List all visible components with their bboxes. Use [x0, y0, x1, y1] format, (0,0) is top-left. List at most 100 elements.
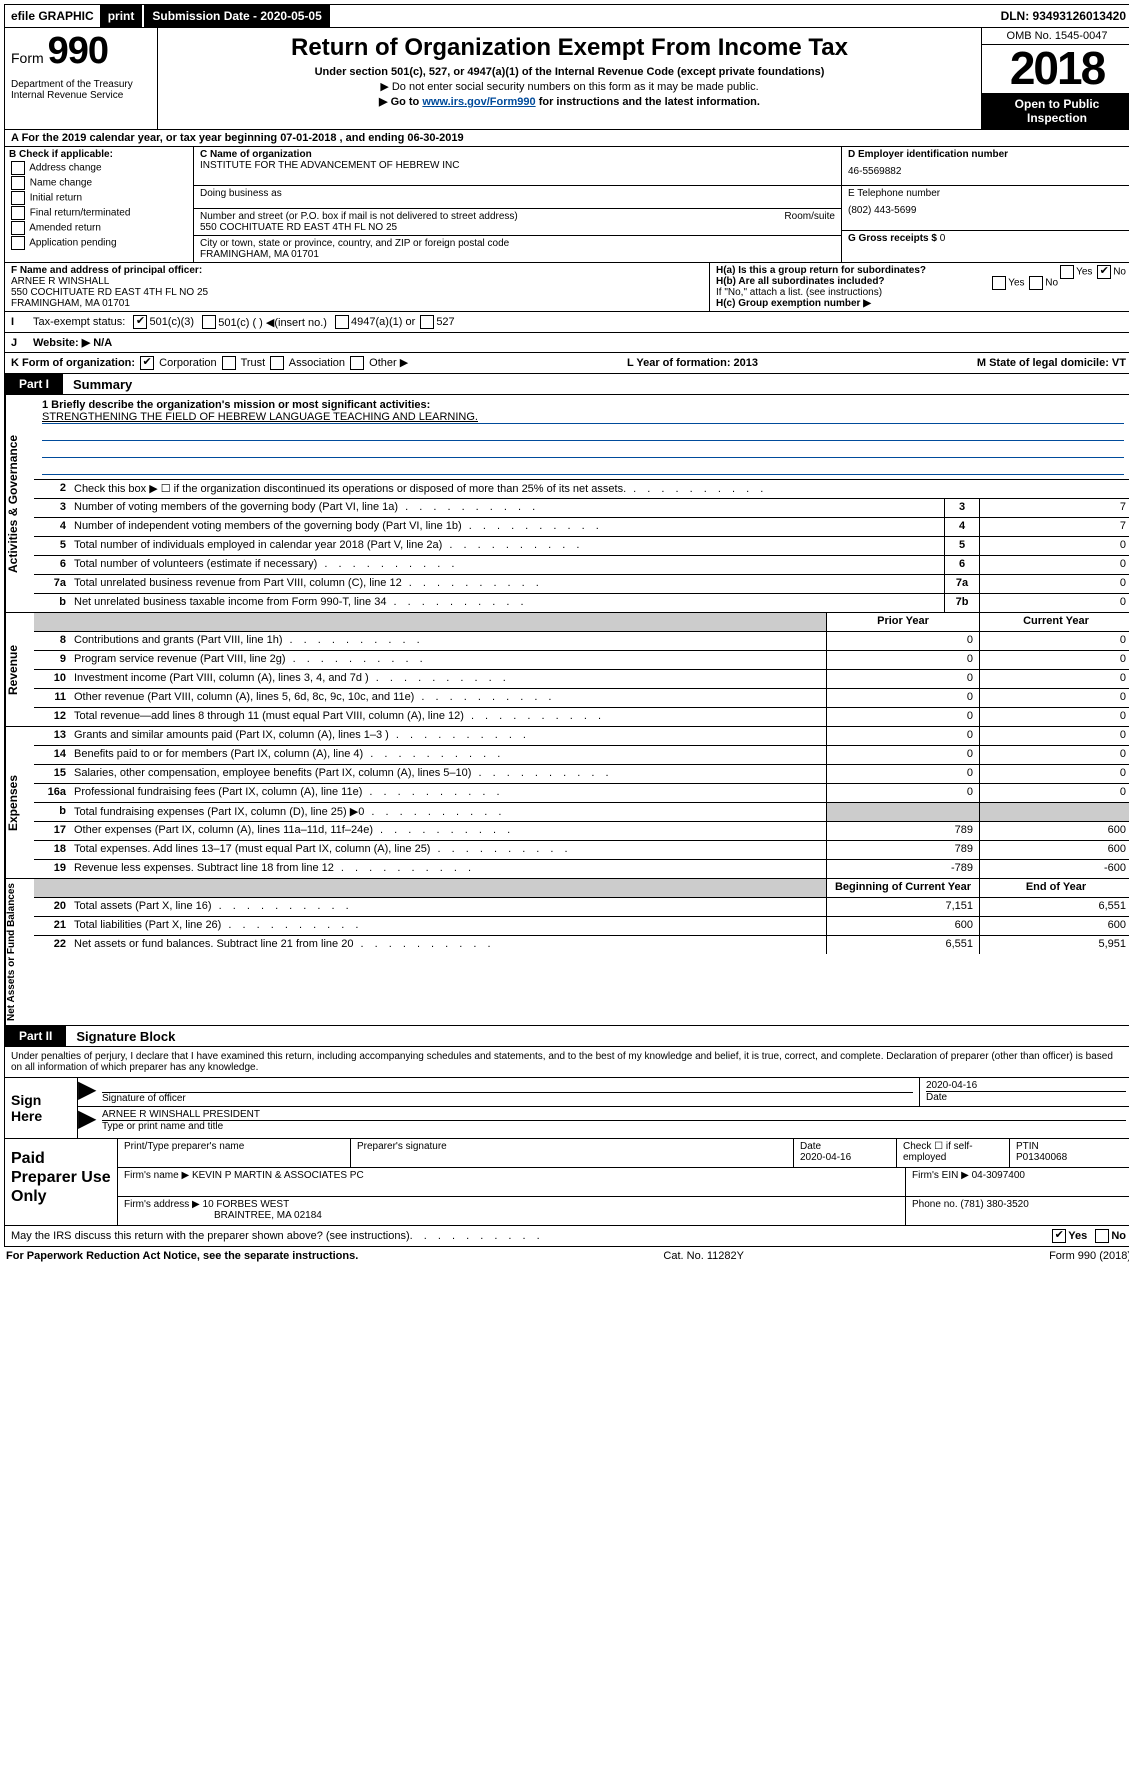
table-row: 22Net assets or fund balances. Subtract … [34, 936, 1129, 954]
preparer-block: Paid Preparer Use Only Print/Type prepar… [4, 1139, 1129, 1226]
irs-link[interactable]: www.irs.gov/Form990 [422, 96, 535, 108]
efile-label: efile GRAPHIC [5, 7, 100, 25]
print-name-label: Type or print name and title [102, 1120, 1126, 1132]
row-a: A For the 2019 calendar year, or tax yea… [4, 130, 1129, 147]
prior-year-hdr: Prior Year [826, 613, 979, 631]
gross-receipts: 0 [940, 233, 946, 244]
form-year-box: OMB No. 1545-0047 2018 Open to Public In… [981, 28, 1129, 129]
table-row: 10Investment income (Part VIII, column (… [34, 670, 1129, 689]
prep-selfemp[interactable]: Check ☐ if self-employed [897, 1139, 1010, 1167]
entity-block: B Check if applicable: Address change Na… [4, 147, 1129, 263]
chk-assoc[interactable] [270, 356, 284, 370]
col-b-label: B Check if applicable: [9, 149, 189, 160]
addr-label: Number and street (or P.O. box if mail i… [200, 211, 518, 222]
room-label: Room/suite [784, 211, 835, 222]
sign-arrow-icon: ▶ [78, 1078, 96, 1106]
vlabel-expenses: Expenses [5, 727, 34, 878]
table-row: bTotal fundraising expenses (Part IX, co… [34, 803, 1129, 822]
part2-title: Signature Block [66, 1029, 175, 1044]
dba-label: Doing business as [200, 188, 835, 199]
chk-final-return[interactable]: Final return/terminated [9, 206, 189, 220]
year-formation: L Year of formation: 2013 [627, 357, 758, 369]
form-note2: ▶ Go to www.irs.gov/Form990 for instruct… [168, 95, 971, 108]
print-button[interactable]: print [100, 5, 143, 27]
governance-section: Activities & Governance 1 Briefly descri… [4, 395, 1129, 613]
chk-app-pending[interactable]: Application pending [9, 236, 189, 250]
row-i: I Tax-exempt status: 501(c)(3) 501(c) ( … [4, 312, 1129, 333]
table-row: 5Total number of individuals employed in… [34, 537, 1129, 556]
org-address: 550 COCHITUATE RD EAST 4TH FL NO 25 [200, 222, 397, 233]
part1-title: Summary [63, 377, 132, 392]
col-b: B Check if applicable: Address change Na… [5, 147, 194, 262]
org-name: INSTITUTE FOR THE ADVANCEMENT OF HEBREW … [200, 160, 835, 171]
form-title-box: Return of Organization Exempt From Incom… [158, 28, 981, 129]
ein: 46-5569882 [848, 166, 1126, 177]
form-header: Form 990 Department of the Treasury Inte… [4, 28, 1129, 130]
year-header-row: Prior Year Current Year [34, 613, 1129, 632]
chk-4947[interactable] [335, 315, 349, 329]
table-row: 19Revenue less expenses. Subtract line 1… [34, 860, 1129, 878]
table-row: 16aProfessional fundraising fees (Part I… [34, 784, 1129, 803]
prep-name-hdr: Print/Type preparer's name [118, 1139, 351, 1167]
revenue-section: Revenue Prior Year Current Year 8Contrib… [4, 613, 1129, 727]
table-row: 20Total assets (Part X, line 16)7,1516,5… [34, 898, 1129, 917]
chk-501c[interactable] [202, 315, 216, 329]
table-row: 8Contributions and grants (Part VIII, li… [34, 632, 1129, 651]
mission-block: 1 Briefly describe the organization's mi… [34, 395, 1129, 480]
dln: DLN: 93493126013420 [995, 7, 1129, 25]
chk-name-change[interactable]: Name change [9, 176, 189, 190]
firm-ein-cell: Firm's EIN ▶ 04-3097400 [906, 1168, 1129, 1196]
form-number-box: Form 990 Department of the Treasury Inte… [5, 28, 158, 129]
officer-addr: 550 COCHITUATE RD EAST 4TH FL NO 25 [11, 287, 703, 298]
table-row: 11Other revenue (Part VIII, column (A), … [34, 689, 1129, 708]
form-note1: ▶ Do not enter social security numbers o… [168, 80, 971, 93]
table-row: 21Total liabilities (Part X, line 26)600… [34, 917, 1129, 936]
chk-527[interactable] [420, 315, 434, 329]
chk-other[interactable] [350, 356, 364, 370]
form-title: Return of Organization Exempt From Incom… [168, 34, 971, 62]
vlabel-governance: Activities & Governance [5, 395, 34, 612]
g-label: G Gross receipts $ [848, 233, 937, 244]
d-label: D Employer identification number [848, 149, 1126, 160]
discuss-yes[interactable] [1052, 1229, 1066, 1243]
chk-initial-return[interactable]: Initial return [9, 191, 189, 205]
row-k: K Form of organization: Corporation Trus… [4, 353, 1129, 374]
end-year-hdr: End of Year [979, 879, 1129, 897]
c-label: C Name of organization [200, 149, 835, 160]
sign-date: 2020-04-16 [926, 1080, 1126, 1091]
table-row: 14Benefits paid to or for members (Part … [34, 746, 1129, 765]
sig-officer-label: Signature of officer [102, 1092, 913, 1104]
row-j: J Website: ▶ N/A [4, 333, 1129, 353]
table-row: 15Salaries, other compensation, employee… [34, 765, 1129, 784]
chk-501c3[interactable] [133, 315, 147, 329]
chk-address-change[interactable]: Address change [9, 161, 189, 175]
chk-trust[interactable] [222, 356, 236, 370]
table-row: 17Other expenses (Part IX, column (A), l… [34, 822, 1129, 841]
hc-label: H(c) Group exemption number ▶ [716, 298, 1126, 309]
part1-tag: Part I [5, 374, 63, 394]
expenses-section: Expenses 13Grants and similar amounts pa… [4, 727, 1129, 879]
e-label: E Telephone number [848, 188, 1126, 199]
submission-date: Submission Date - 2020-05-05 [144, 5, 329, 27]
col-c: C Name of organization INSTITUTE FOR THE… [194, 147, 842, 262]
discuss-no[interactable] [1095, 1229, 1109, 1243]
mission-text: STRENGTHENING THE FIELD OF HEBREW LANGUA… [42, 411, 1124, 424]
begin-year-hdr: Beginning of Current Year [826, 879, 979, 897]
part1-header: Part I Summary [4, 374, 1129, 395]
table-row: 18Total expenses. Add lines 13–17 (must … [34, 841, 1129, 860]
perjury-text: Under penalties of perjury, I declare th… [4, 1047, 1129, 1078]
org-city: FRAMINGHAM, MA 01701 [200, 249, 835, 260]
firm-phone-cell: Phone no. (781) 380-3520 [906, 1197, 1129, 1225]
sign-date-label: Date [926, 1091, 1126, 1103]
form-label: Form [11, 50, 44, 66]
state-domicile: M State of legal domicile: VT [977, 357, 1126, 369]
officer-print-name: ARNEE R WINSHALL PRESIDENT [102, 1109, 1126, 1120]
prep-ptin-cell: PTINP01340068 [1010, 1139, 1129, 1167]
table-row: 7aTotal unrelated business revenue from … [34, 575, 1129, 594]
table-row: 13Grants and similar amounts paid (Part … [34, 727, 1129, 746]
hb-note: If "No," attach a list. (see instruction… [716, 287, 1126, 298]
chk-amended[interactable]: Amended return [9, 221, 189, 235]
footer: For Paperwork Reduction Act Notice, see … [4, 1247, 1129, 1265]
dept-label: Department of the Treasury Internal Reve… [11, 79, 151, 101]
chk-corp[interactable] [140, 356, 154, 370]
